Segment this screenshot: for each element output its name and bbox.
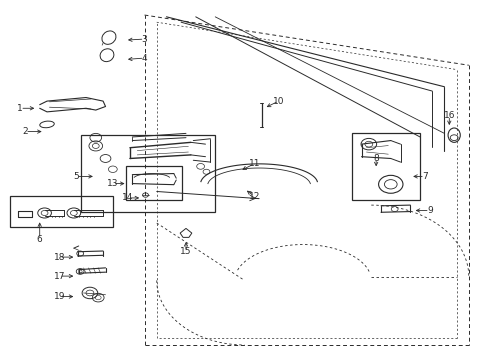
Text: 16: 16 <box>443 111 454 120</box>
Text: 10: 10 <box>272 96 284 105</box>
Polygon shape <box>180 228 191 237</box>
Text: 1: 1 <box>17 104 23 113</box>
Text: 7: 7 <box>421 172 427 181</box>
Text: 14: 14 <box>122 193 133 202</box>
Text: 17: 17 <box>53 271 65 280</box>
Text: 11: 11 <box>248 159 260 168</box>
Bar <box>81 135 215 212</box>
Text: 12: 12 <box>248 192 260 201</box>
Text: 2: 2 <box>22 127 28 136</box>
Text: 13: 13 <box>107 179 119 188</box>
Text: 5: 5 <box>73 172 79 181</box>
Text: 8: 8 <box>372 154 378 163</box>
Text: 6: 6 <box>37 235 42 244</box>
Bar <box>125 166 181 200</box>
Text: 9: 9 <box>426 206 432 215</box>
Text: 15: 15 <box>180 247 191 256</box>
Text: 3: 3 <box>142 35 147 44</box>
Text: 4: 4 <box>142 54 147 63</box>
Bar <box>10 196 113 226</box>
Bar <box>351 134 419 200</box>
Text: 19: 19 <box>53 292 65 301</box>
Text: 18: 18 <box>53 253 65 262</box>
